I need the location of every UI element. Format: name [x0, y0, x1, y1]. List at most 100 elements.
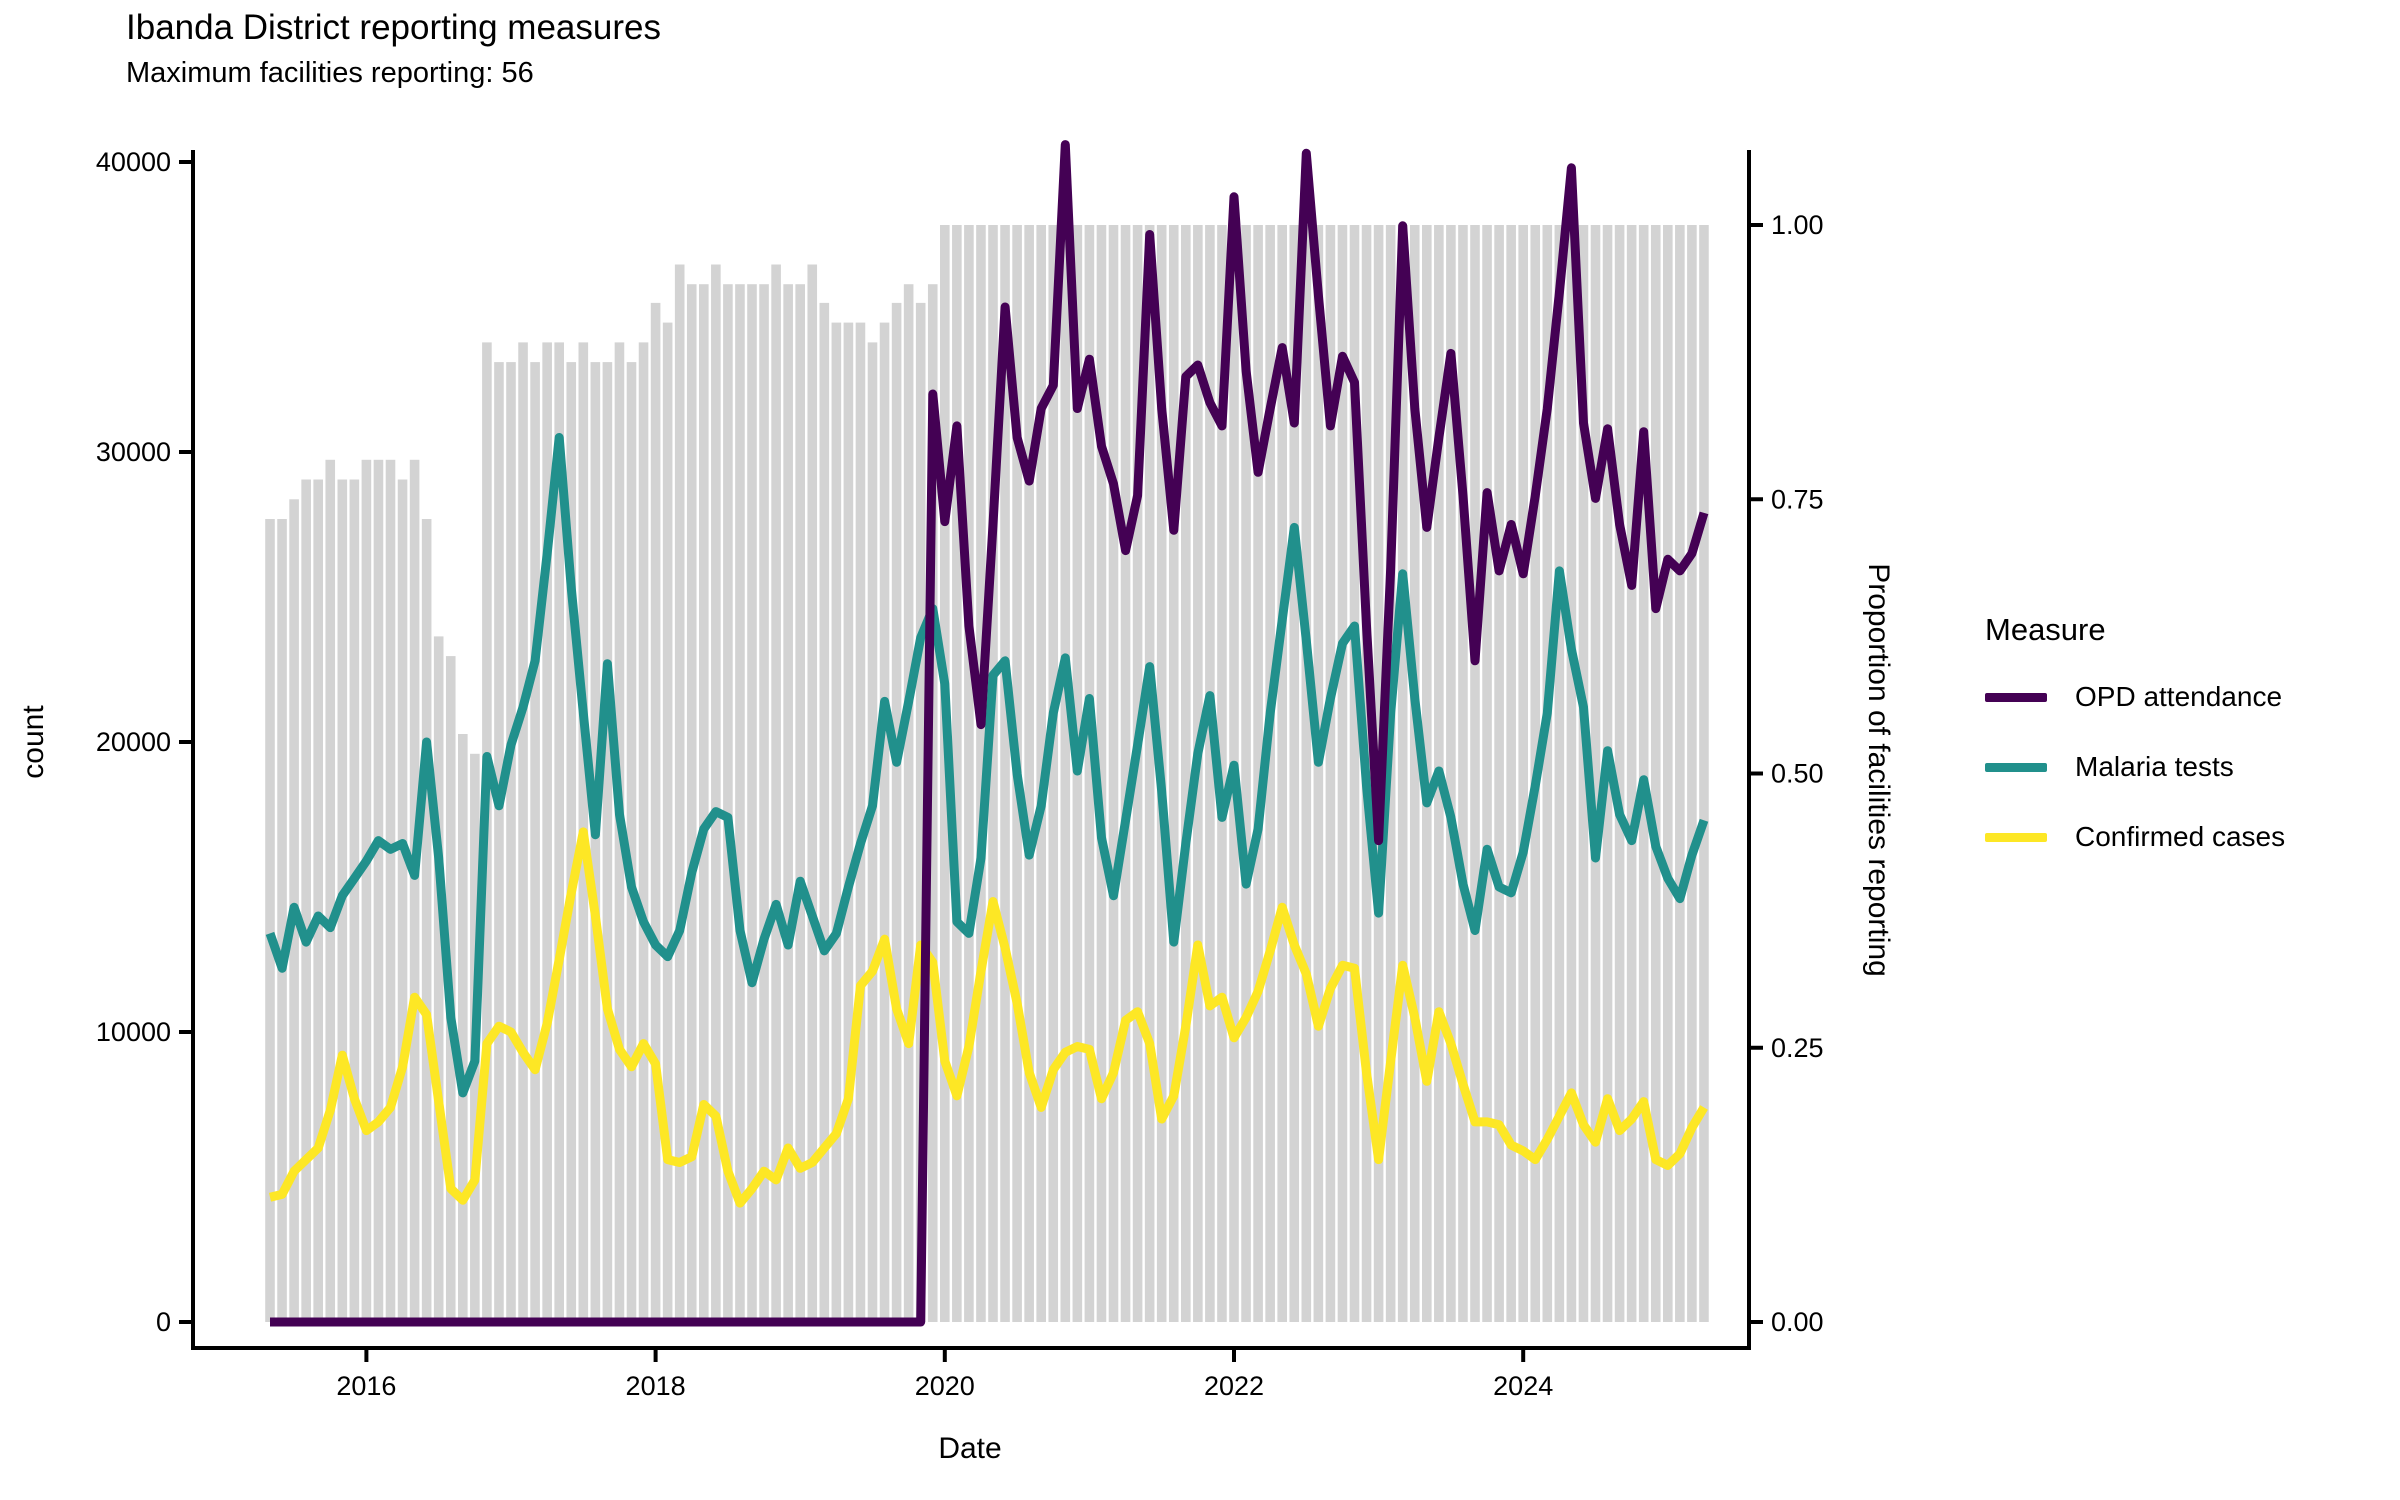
y-tick-label: 0	[156, 1307, 171, 1337]
bar	[1289, 225, 1300, 1322]
bar	[1313, 225, 1324, 1322]
secondary-y-tick-label: 1.00	[1771, 210, 1824, 240]
bar	[602, 362, 613, 1323]
bar	[542, 342, 552, 1322]
bar	[397, 479, 408, 1322]
bar	[964, 225, 974, 1322]
bar	[1024, 225, 1034, 1322]
bar	[1650, 225, 1661, 1322]
bar	[1614, 225, 1625, 1322]
bar	[662, 322, 673, 1323]
bar	[1687, 225, 1697, 1322]
bar	[349, 479, 360, 1322]
bar	[1590, 225, 1601, 1322]
bar	[1265, 225, 1275, 1322]
bar	[759, 284, 769, 1323]
bar	[1699, 225, 1709, 1322]
bar	[1144, 225, 1155, 1322]
bar	[1168, 225, 1179, 1322]
bar	[1506, 225, 1516, 1322]
bar	[373, 459, 384, 1322]
bar	[940, 225, 950, 1322]
bar	[1181, 225, 1191, 1322]
bar	[1096, 225, 1107, 1322]
secondary-y-tick-label: 0.75	[1771, 484, 1824, 514]
bar	[1638, 225, 1649, 1322]
chart-subtitle: Maximum facilities reporting: 56	[126, 57, 534, 89]
bar	[699, 284, 709, 1323]
bar	[771, 264, 781, 1322]
bar	[735, 284, 745, 1323]
bar	[421, 519, 432, 1322]
bar	[686, 284, 697, 1323]
bar	[867, 342, 878, 1322]
bar	[530, 362, 540, 1323]
bar	[1578, 225, 1589, 1322]
bar	[795, 284, 805, 1323]
legend-swatch	[1985, 762, 2047, 772]
bar	[1000, 225, 1010, 1322]
y-tick-label: 30000	[96, 437, 171, 467]
bar	[807, 264, 818, 1322]
bar	[325, 459, 336, 1322]
bar	[674, 264, 685, 1322]
bar	[361, 459, 372, 1322]
x-tick-label: 2016	[336, 1371, 396, 1401]
bar	[1349, 225, 1360, 1322]
bar	[638, 342, 649, 1322]
bar	[506, 362, 516, 1323]
bar	[433, 636, 444, 1322]
bar	[783, 284, 793, 1323]
bar	[566, 362, 577, 1323]
x-tick-label: 2024	[1493, 1371, 1553, 1401]
bar	[927, 284, 938, 1323]
secondary-y-tick-label: 0.25	[1771, 1033, 1824, 1063]
y-tick-label: 10000	[96, 1017, 171, 1047]
chart-title: Ibanda District reporting measures	[126, 8, 661, 47]
bar	[855, 322, 866, 1323]
bar	[1494, 225, 1504, 1322]
bar	[1626, 225, 1637, 1322]
bar	[1566, 225, 1577, 1322]
bar	[1108, 225, 1119, 1322]
x-axis-label: Date	[938, 1432, 1002, 1465]
bar	[1084, 225, 1095, 1322]
bar	[1482, 225, 1492, 1322]
bar	[747, 284, 757, 1323]
bar	[554, 342, 564, 1322]
bar	[313, 479, 323, 1322]
bar	[988, 225, 998, 1322]
bar	[1048, 225, 1059, 1322]
bar	[903, 284, 914, 1323]
bar	[277, 519, 287, 1322]
bar	[626, 362, 637, 1323]
legend-item: OPD attendance	[1985, 678, 2285, 716]
bar	[1397, 225, 1408, 1322]
legend-swatch	[1985, 692, 2047, 702]
malaria-tests-line	[265, 433, 1709, 1098]
secondary-y-tick-label: 0.00	[1771, 1307, 1824, 1337]
confirmed-cases-line	[268, 827, 1708, 1208]
bar	[831, 322, 842, 1323]
bar	[1205, 225, 1215, 1322]
bar	[1241, 225, 1251, 1322]
x-tick-label: 2018	[626, 1371, 686, 1401]
bar	[1337, 225, 1348, 1322]
bar	[879, 322, 890, 1323]
legend-item-label: OPD attendance	[2075, 681, 2283, 712]
x-tick-label: 2020	[915, 1371, 975, 1401]
bar	[458, 734, 468, 1322]
bar	[819, 302, 830, 1322]
bar	[1277, 225, 1287, 1322]
y-tick-label: 40000	[96, 147, 171, 177]
legend-item: Confirmed cases	[1985, 818, 2285, 856]
legend: Measure OPD attendance Malaria tests Confi…	[1985, 612, 2285, 888]
bar	[1542, 225, 1553, 1322]
legend-swatch	[1985, 832, 2047, 842]
bar	[1518, 225, 1528, 1322]
bar	[1301, 225, 1312, 1322]
bar	[590, 362, 601, 1323]
bar	[1253, 225, 1263, 1322]
bar	[301, 479, 311, 1322]
bar	[1446, 225, 1456, 1322]
